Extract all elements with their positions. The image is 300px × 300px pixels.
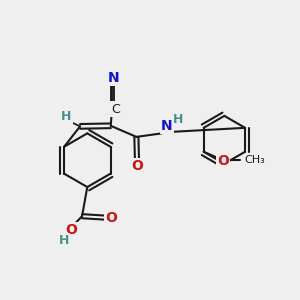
Text: H: H	[59, 234, 69, 247]
Text: N: N	[108, 71, 119, 85]
Text: H: H	[173, 113, 184, 126]
Text: O: O	[217, 154, 229, 168]
Text: O: O	[65, 223, 77, 237]
Text: H: H	[61, 110, 71, 123]
Text: C: C	[111, 103, 120, 116]
Text: O: O	[131, 159, 143, 173]
Text: CH₃: CH₃	[244, 155, 265, 165]
Text: N: N	[161, 119, 172, 133]
Text: O: O	[105, 211, 117, 225]
